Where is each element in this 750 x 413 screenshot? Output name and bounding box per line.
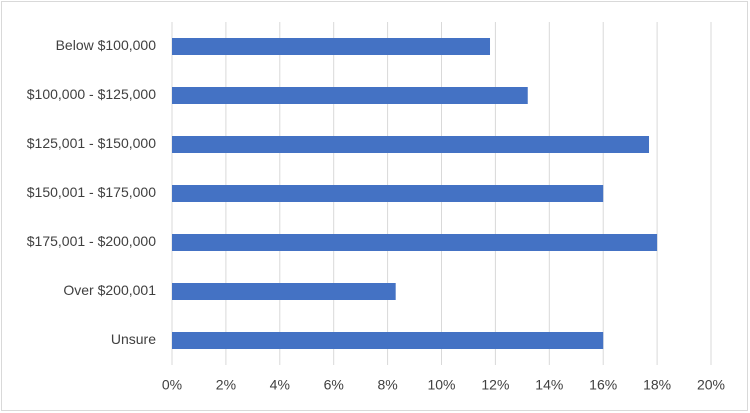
y-tick-label: $125,001 - $150,000 xyxy=(27,135,156,151)
bar xyxy=(172,283,396,300)
bar xyxy=(172,38,491,55)
x-tick-label: 4% xyxy=(270,377,290,393)
y-tick-label: $150,001 - $175,000 xyxy=(27,184,156,200)
x-tick-label: 12% xyxy=(481,377,509,393)
x-tick-label: 16% xyxy=(589,377,617,393)
x-tick-label: 6% xyxy=(324,377,344,393)
bar xyxy=(172,234,658,251)
bar xyxy=(172,136,650,153)
x-tick-label: 0% xyxy=(162,377,182,393)
y-tick-label: Below $100,000 xyxy=(56,37,157,53)
x-tick-label: 18% xyxy=(643,377,671,393)
bar xyxy=(172,332,604,349)
x-tick-label: 14% xyxy=(535,377,563,393)
x-tick-label: 8% xyxy=(377,377,397,393)
x-tick-label: 10% xyxy=(427,377,455,393)
bar xyxy=(172,185,604,202)
x-tick-label: 2% xyxy=(216,377,236,393)
y-tick-label: $100,000 - $125,000 xyxy=(27,86,156,102)
bar xyxy=(172,87,528,104)
y-tick-label: $175,001 - $200,000 xyxy=(27,233,156,249)
x-tick-label: 20% xyxy=(697,377,725,393)
y-tick-label: Unsure xyxy=(111,331,156,347)
y-tick-label: Over $200,001 xyxy=(63,282,156,298)
